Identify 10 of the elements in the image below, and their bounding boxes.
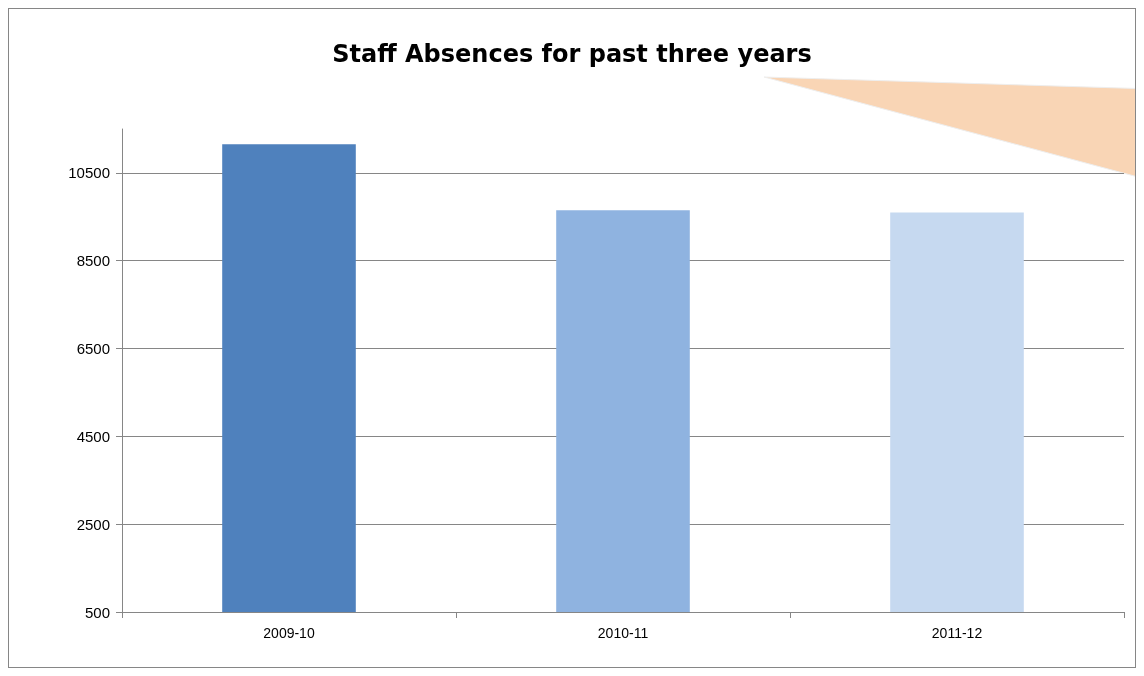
y-tick-label: 2500 bbox=[76, 515, 110, 533]
y-tick-label: 10500 bbox=[68, 164, 110, 182]
y-tick-label: 4500 bbox=[76, 427, 110, 445]
chart-title: Staff Absences for past three years bbox=[332, 40, 812, 68]
y-tick-label: 8500 bbox=[76, 252, 110, 270]
x-tick-label: 2009-10 bbox=[263, 625, 315, 641]
x-tick-label: 2011-12 bbox=[931, 625, 983, 641]
y-tick-label: 6500 bbox=[76, 340, 110, 358]
y-tick-label: 500 bbox=[84, 603, 110, 621]
x-tick-label: 2010-11 bbox=[597, 625, 649, 641]
